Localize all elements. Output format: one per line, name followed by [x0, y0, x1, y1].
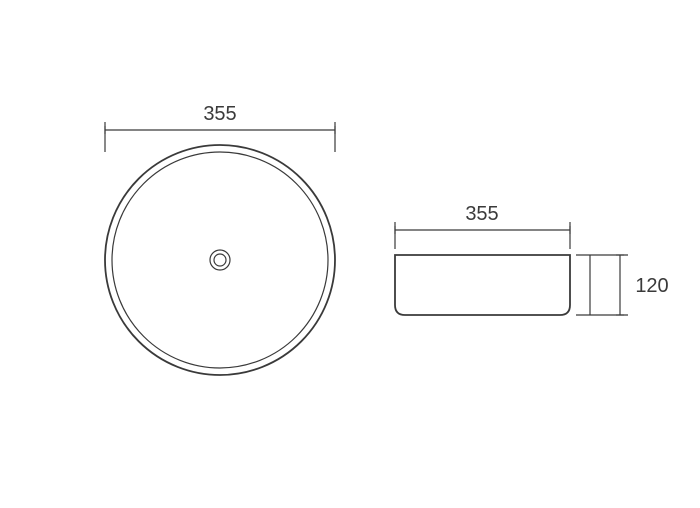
top-diameter-label: 355	[203, 103, 236, 125]
side-width-dimension: 355	[395, 203, 570, 249]
basin-side-outline	[395, 255, 570, 315]
side-height-label: 120	[635, 275, 668, 297]
side-height-dimension: 120	[576, 255, 669, 315]
side-width-label: 355	[465, 203, 498, 225]
side-view: 355 120	[395, 203, 669, 315]
drain-inner	[214, 254, 226, 266]
top-view: 355	[105, 103, 335, 375]
drain-outer	[210, 250, 230, 270]
technical-drawing: 355 355 120	[0, 0, 700, 508]
basin-outer-circle	[105, 145, 335, 375]
basin-inner-circle	[112, 152, 328, 368]
